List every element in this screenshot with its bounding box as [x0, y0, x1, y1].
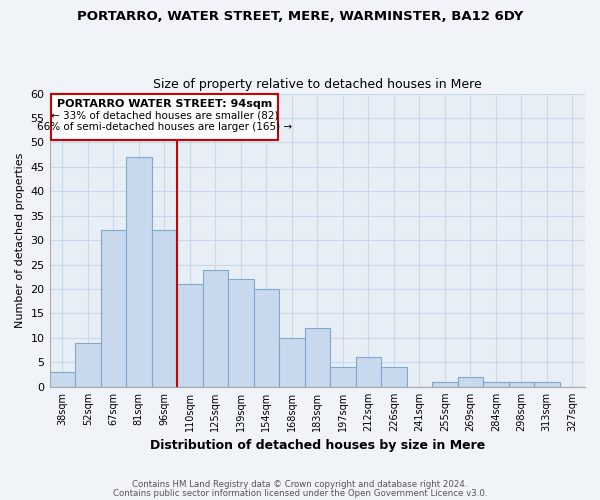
Bar — [432, 382, 458, 387]
Bar — [50, 372, 75, 387]
Text: Contains public sector information licensed under the Open Government Licence v3: Contains public sector information licen… — [113, 490, 487, 498]
Bar — [203, 270, 228, 387]
Bar — [534, 382, 560, 387]
Bar — [126, 157, 152, 387]
Bar — [228, 280, 254, 387]
Bar — [254, 289, 279, 387]
Bar — [509, 382, 534, 387]
Bar — [279, 338, 305, 387]
Title: Size of property relative to detached houses in Mere: Size of property relative to detached ho… — [153, 78, 482, 91]
Bar — [75, 343, 101, 387]
Text: Contains HM Land Registry data © Crown copyright and database right 2024.: Contains HM Land Registry data © Crown c… — [132, 480, 468, 489]
Bar — [152, 230, 177, 387]
FancyBboxPatch shape — [51, 94, 278, 140]
Bar — [177, 284, 203, 387]
Text: PORTARRO, WATER STREET, MERE, WARMINSTER, BA12 6DY: PORTARRO, WATER STREET, MERE, WARMINSTER… — [77, 10, 523, 23]
X-axis label: Distribution of detached houses by size in Mere: Distribution of detached houses by size … — [149, 440, 485, 452]
Bar — [356, 358, 381, 387]
Bar — [483, 382, 509, 387]
Bar — [458, 377, 483, 387]
Bar — [305, 328, 330, 387]
Bar — [381, 368, 407, 387]
Text: 66% of semi-detached houses are larger (165) →: 66% of semi-detached houses are larger (… — [37, 122, 292, 132]
Bar — [101, 230, 126, 387]
Text: PORTARRO WATER STREET: 94sqm: PORTARRO WATER STREET: 94sqm — [56, 100, 272, 110]
Text: ← 33% of detached houses are smaller (82): ← 33% of detached houses are smaller (82… — [50, 110, 278, 120]
Y-axis label: Number of detached properties: Number of detached properties — [15, 152, 25, 328]
Bar — [330, 368, 356, 387]
